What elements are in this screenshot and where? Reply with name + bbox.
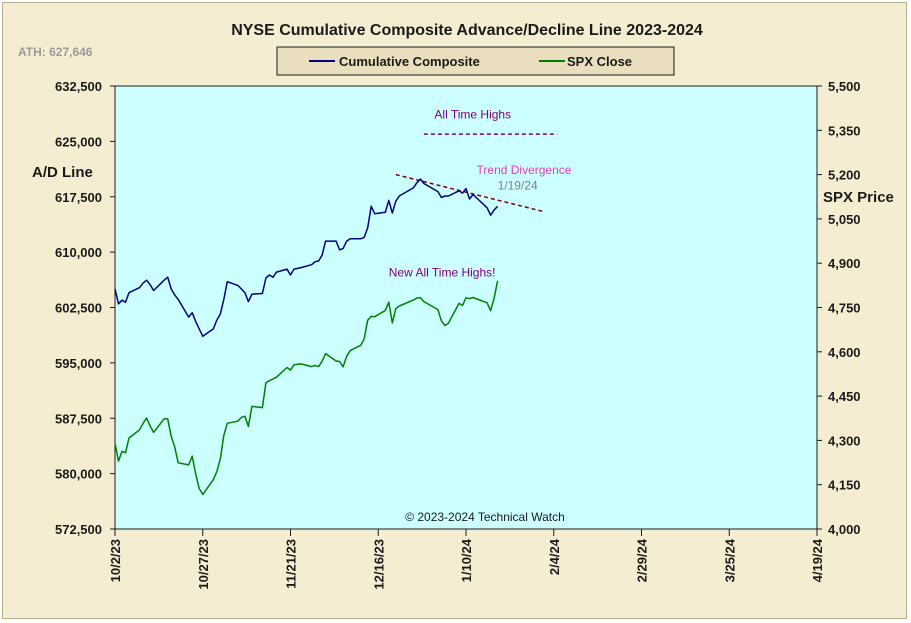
chart-title: NYSE Cumulative Composite Advance/Declin… bbox=[231, 22, 703, 39]
x-tick-label: 12/16/23 bbox=[371, 539, 386, 590]
left-tick-label: 625,000 bbox=[55, 134, 102, 149]
x-tick-label: 4/19/24 bbox=[810, 538, 825, 582]
series-line-cumulative-composite bbox=[114, 178, 499, 338]
x-tick-label: 10/27/23 bbox=[196, 539, 211, 590]
left-tick-label: 632,500 bbox=[55, 79, 102, 94]
x-tick-label: 10/2/23 bbox=[108, 539, 123, 582]
x-tick-label: 2/4/24 bbox=[547, 538, 562, 575]
series-layer bbox=[114, 178, 499, 496]
new-all-time-highs: New All Time Highs! bbox=[389, 265, 496, 279]
left-tick-label: 617,500 bbox=[55, 190, 102, 205]
right-tick-label: 5,500 bbox=[828, 79, 861, 94]
left-axis-label: A/D Line bbox=[32, 164, 93, 181]
ath-label: ATH: 627,646 bbox=[18, 45, 93, 59]
all-time-highs: All Time Highs bbox=[434, 107, 511, 121]
series-line-spx-close bbox=[114, 280, 499, 496]
left-tick-label: 602,500 bbox=[55, 301, 102, 316]
legend-label-spx-close: SPX Close bbox=[567, 54, 632, 69]
right-tick-label: 4,750 bbox=[828, 301, 861, 316]
right-tick-label: 4,000 bbox=[828, 522, 861, 537]
right-tick-label: 4,450 bbox=[828, 389, 861, 404]
trend-divergence: Trend Divergence bbox=[477, 163, 572, 177]
right-tick-label: 4,300 bbox=[828, 433, 861, 448]
x-axis: 10/2/23 10/27/23 11/21/23 12/16/23 1/10/24 2/… bbox=[108, 529, 825, 590]
left-tick-label: 587,500 bbox=[55, 411, 102, 426]
plot-area bbox=[114, 85, 818, 530]
left-tick-label: 610,000 bbox=[55, 245, 102, 260]
left-axis: 572,500 580,000 587,500 595,000 602,500 610,0… bbox=[55, 79, 115, 537]
x-tick-label: 1/10/24 bbox=[459, 538, 474, 582]
right-tick-label: 5,350 bbox=[828, 123, 861, 138]
legend-label-cumulative-composite: Cumulative Composite bbox=[339, 54, 480, 69]
legend: Cumulative Composite SPX Close bbox=[276, 46, 675, 76]
left-tick-label: 595,000 bbox=[55, 356, 102, 371]
right-tick-label: 5,050 bbox=[828, 212, 861, 227]
legend-box bbox=[276, 46, 675, 76]
right-tick-label: 4,900 bbox=[828, 256, 861, 271]
x-tick-label: 11/21/23 bbox=[284, 539, 299, 589]
right-tick-label: 5,200 bbox=[828, 168, 861, 183]
left-tick-label: 580,000 bbox=[55, 467, 102, 482]
trend-line bbox=[395, 173, 544, 213]
right-tick-label: 4,600 bbox=[828, 345, 861, 360]
x-tick-label: 3/25/24 bbox=[722, 538, 737, 582]
copyright: © 2023-2024 Technical Watch bbox=[405, 510, 565, 524]
trend-date: 1/19/24 bbox=[498, 178, 538, 192]
x-tick-label: 2/29/24 bbox=[635, 538, 650, 582]
right-tick-label: 4,150 bbox=[828, 478, 861, 493]
right-axis-label: SPX Price bbox=[823, 189, 894, 206]
right-axis: 4,000 4,150 4,300 4,450 4,600 4,750 4,900 5,050… bbox=[817, 79, 861, 537]
left-tick-label: 572,500 bbox=[55, 522, 102, 537]
